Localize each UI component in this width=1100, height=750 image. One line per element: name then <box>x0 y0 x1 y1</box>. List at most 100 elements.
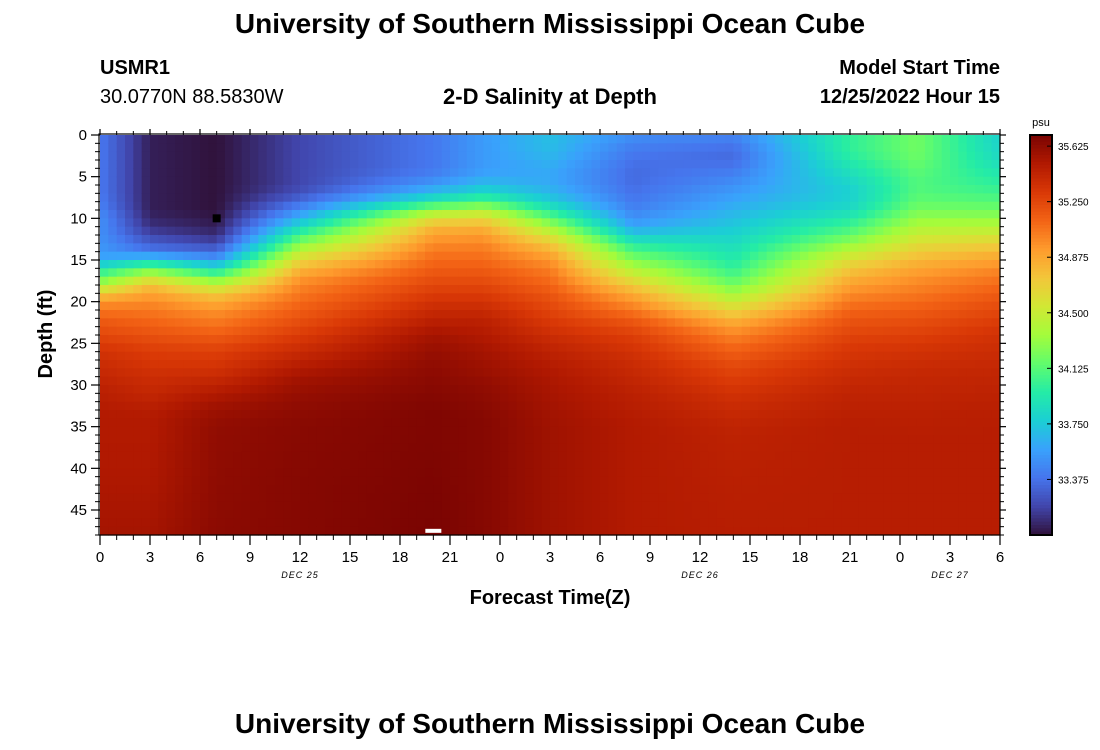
heatmap-cell <box>533 401 543 411</box>
heatmap-cell <box>125 201 134 211</box>
heatmap-cell <box>916 385 926 394</box>
heatmap-cell <box>408 176 418 186</box>
heatmap-cell <box>658 193 668 203</box>
heatmap-cell <box>308 418 318 428</box>
heatmap-cell <box>500 385 509 394</box>
heatmap-cell <box>333 243 343 253</box>
heatmap-cell <box>675 485 684 494</box>
heatmap-cell <box>816 426 826 436</box>
heatmap-cell <box>800 510 809 519</box>
heatmap-cell <box>533 451 543 461</box>
heatmap-cell <box>625 151 634 161</box>
heatmap-cell <box>183 193 193 203</box>
heatmap-cell <box>766 368 776 378</box>
heatmap-cell <box>216 293 226 303</box>
heatmap-cell <box>308 451 318 461</box>
heatmap-cell <box>458 493 468 503</box>
heatmap-cell <box>916 335 926 344</box>
heatmap-cell <box>725 460 734 469</box>
heatmap-cell <box>616 301 626 311</box>
heatmap-cell <box>516 501 526 511</box>
heatmap-cell <box>225 493 234 503</box>
heatmap-cell <box>741 493 751 503</box>
heatmap-cell <box>275 451 284 461</box>
heatmap-cell <box>816 318 826 328</box>
heatmap-cell <box>183 143 193 153</box>
heatmap-cell <box>316 385 326 394</box>
heatmap-cell <box>533 326 543 336</box>
heatmap-cell <box>875 143 884 153</box>
heatmap-cell <box>725 410 734 419</box>
heatmap-cell <box>825 485 834 494</box>
heatmap-cell <box>516 185 526 194</box>
heatmap-cell <box>316 476 326 486</box>
heatmap-cell <box>500 518 509 528</box>
heatmap-cell <box>941 335 951 344</box>
heatmap-cell <box>750 251 759 261</box>
heatmap-cell <box>483 176 493 186</box>
heatmap-cell <box>383 526 393 536</box>
heatmap-cell <box>166 485 176 494</box>
heatmap-cell <box>316 468 326 478</box>
heatmap-cell <box>233 243 243 253</box>
heatmap-cell <box>325 135 334 144</box>
heatmap-cell <box>600 426 609 436</box>
heatmap-cell <box>316 501 326 511</box>
heatmap-cell <box>458 276 468 286</box>
heatmap-cell <box>250 301 259 311</box>
heatmap-cell <box>458 185 468 194</box>
heatmap-cell <box>183 243 193 253</box>
heatmap-cell <box>825 218 834 228</box>
heatmap-cell <box>566 310 576 319</box>
heatmap-cell <box>400 435 409 444</box>
heatmap-cell <box>175 168 184 178</box>
heatmap-cell <box>325 218 334 228</box>
heatmap-cell <box>525 135 534 144</box>
heatmap-cell <box>575 418 584 428</box>
heatmap-cell <box>341 518 351 528</box>
heatmap-cell <box>650 418 659 428</box>
heatmap-cell <box>800 401 809 411</box>
heatmap-cell <box>950 526 959 536</box>
heatmap-cell <box>175 460 184 469</box>
heatmap-cell <box>566 168 576 178</box>
heatmap-cell <box>241 351 251 361</box>
heatmap-cell <box>541 226 551 236</box>
heatmap-cell <box>283 176 293 186</box>
heatmap-cell <box>875 418 884 428</box>
heatmap-cell <box>358 301 368 311</box>
heatmap-cell <box>791 201 801 211</box>
heatmap-cell <box>308 318 318 328</box>
heatmap-cell <box>900 435 909 444</box>
heatmap-cell <box>266 326 276 336</box>
heatmap-cell <box>491 210 501 219</box>
heatmap-cell <box>141 426 151 436</box>
heatmap-cell <box>950 226 959 236</box>
heatmap-cell <box>616 501 626 511</box>
heatmap-cell <box>208 251 218 261</box>
heatmap-cell <box>325 285 334 294</box>
heatmap-cell <box>358 393 368 403</box>
heatmap-cell <box>725 135 734 144</box>
heatmap-cell <box>183 260 193 269</box>
heatmap-cell <box>583 268 593 278</box>
heatmap-cell <box>675 285 684 294</box>
heatmap-cell <box>116 143 126 153</box>
heatmap-cell <box>858 176 868 186</box>
heatmap-cell <box>833 526 843 536</box>
heatmap-cell <box>441 260 451 269</box>
heatmap-cell <box>308 293 318 303</box>
heatmap-cell <box>475 218 484 228</box>
heatmap-cell <box>125 493 134 503</box>
heatmap-cell <box>875 268 884 278</box>
heatmap-cell <box>416 210 426 219</box>
heatmap-cell <box>708 243 718 253</box>
heatmap-cell <box>541 135 551 144</box>
heatmap-cell <box>383 268 393 278</box>
heatmap-cell <box>883 318 893 328</box>
heatmap-cell <box>150 451 159 461</box>
heatmap-cell <box>766 343 776 353</box>
heatmap-cell <box>808 201 818 211</box>
heatmap-cell <box>433 485 443 494</box>
heatmap-cell <box>933 510 943 519</box>
